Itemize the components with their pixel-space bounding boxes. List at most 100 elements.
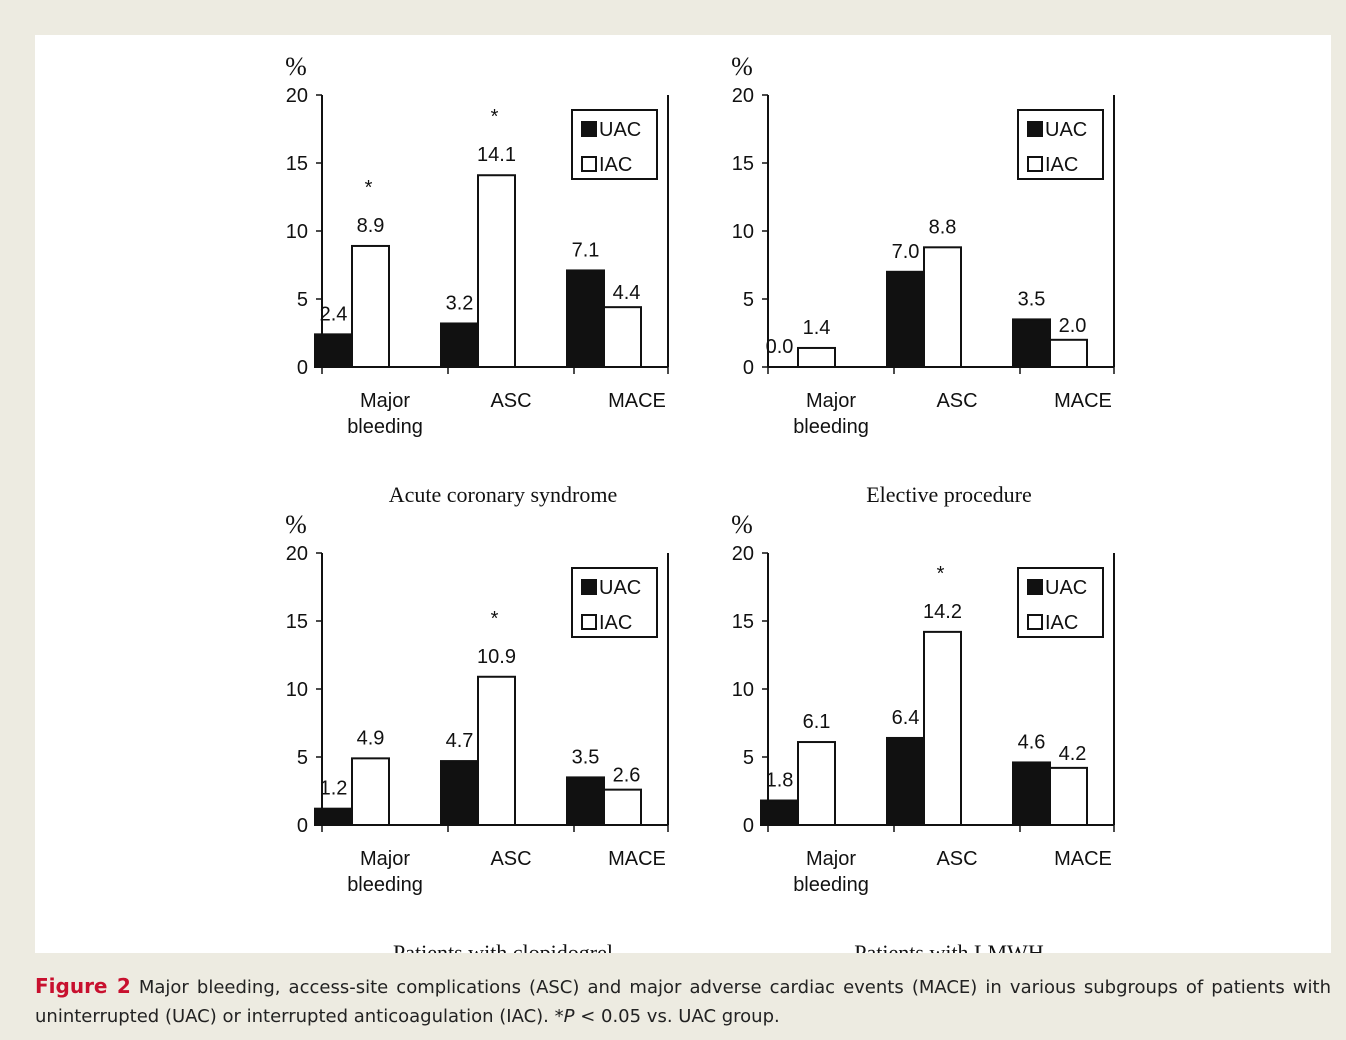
category-label-1: bleeding [793,874,869,896]
bar-iac-2 [477,174,516,368]
category-label-1: Major [806,848,856,870]
legend-swatch-uac [1027,579,1043,595]
significance-marker-1: * [365,177,373,199]
value-label-iac-2: 10.9 [477,646,516,668]
y-tick-label: 0 [743,815,754,837]
value-label-uac-3: 4.6 [1018,731,1046,753]
value-label-uac-3: 3.5 [1018,288,1046,310]
bar-iac-1 [351,244,390,369]
bar-iac-3 [603,306,642,369]
bar-uac-2 [886,736,925,827]
chart-panel-2: % 0 5 10 15 20 0.0 1.4 Major bleeding 7.0 8.8 ASC 3.5… [731,52,1115,507]
value-label-uac-3: 3.5 [572,746,600,768]
category-label-1: bleeding [793,416,869,438]
y-axis-unit-label: % [731,52,753,81]
y-tick-label: 20 [286,543,308,565]
legend-swatch-uac [1027,121,1043,137]
y-axis-unit-label: % [731,510,753,539]
value-label-uac-1: 2.4 [320,303,348,325]
y-tick-label: 20 [286,85,308,107]
panel-subtitle: Patients with LMWH [854,940,1044,953]
bar-iac-1 [797,346,836,369]
legend-label-uac: UAC [599,577,641,599]
category-label-3: MACE [1054,848,1112,870]
bar-uac-2 [440,760,479,826]
legend-label-uac: UAC [1045,577,1087,599]
y-tick-label: 10 [286,679,308,701]
value-label-iac-2: 14.1 [477,144,516,166]
panel-subtitle: Patients with clopidogrel [393,940,613,953]
y-tick-label: 0 [297,815,308,837]
y-tick-label: 0 [743,357,754,379]
value-label-uac-2: 4.7 [446,730,474,752]
legend-swatch-iac [1027,614,1043,630]
y-tick-label: 10 [286,221,308,243]
legend-swatch-iac [581,614,597,630]
y-tick-label: 5 [297,747,308,769]
panel-subtitle: Elective procedure [866,482,1032,507]
y-tick-label: 5 [297,289,308,311]
value-label-iac-2: 14.2 [923,601,962,623]
category-label-3: MACE [608,390,666,412]
value-label-uac-2: 6.4 [892,707,920,729]
chart-panel-3: % 0 5 10 15 20 1.2 4.9 Major bleeding 4.7 10.9 * ASC 3… [285,510,669,953]
y-axis-unit-label: % [285,52,307,81]
category-label-1: bleeding [347,874,423,896]
charts-canvas: % 0 5 10 15 20 2.4 8.9 * Major bleeding 3.2 14.1 * ASC… [285,52,1115,953]
caption-text-part-1: Major bleeding, access-site complication… [35,977,1331,1027]
bar-iac-1 [797,741,836,826]
bar-iac-2 [923,630,962,826]
legend-label-uac: UAC [599,119,641,141]
significance-marker-2: * [937,563,945,585]
caption-figure-label: Figure 2 [35,974,131,998]
category-label-1: Major [360,390,410,412]
category-label-1: bleeding [347,416,423,438]
significance-marker-2: * [491,608,499,630]
value-label-uac-2: 3.2 [446,292,474,314]
value-label-uac-1: 0.0 [766,336,794,358]
significance-marker-2: * [491,106,499,128]
legend-label-iac: IAC [599,612,632,634]
y-tick-label: 15 [286,153,308,175]
chart-panel-1: % 0 5 10 15 20 2.4 8.9 * Major bleeding 3.2 14.1 * ASC… [285,52,669,507]
y-tick-label: 15 [732,611,754,633]
category-label-3: MACE [608,848,666,870]
bar-uac-1 [314,333,353,368]
y-tick-label: 10 [732,679,754,701]
category-label-2: ASC [936,848,977,870]
bar-uac-3 [566,776,605,826]
category-label-2: ASC [936,390,977,412]
value-label-uac-1: 1.8 [766,770,794,792]
legend-swatch-uac [581,121,597,137]
panel-subtitle: Acute coronary syndrome [389,482,617,507]
bar-iac-1 [351,757,390,826]
chart-panel-4: % 0 5 10 15 20 1.8 6.1 Major bleeding 6.4 14.2 * ASC 4… [731,510,1115,953]
y-tick-label: 20 [732,543,754,565]
bar-uac-2 [886,270,925,368]
legend-swatch-iac [581,156,597,172]
value-label-uac-3: 7.1 [572,239,600,261]
y-axis-unit-label: % [285,510,307,539]
value-label-uac-1: 1.2 [320,778,348,800]
legend-swatch-uac [581,579,597,595]
legend-label-iac: IAC [1045,154,1078,176]
y-tick-label: 5 [743,289,754,311]
y-tick-label: 10 [732,221,754,243]
figure-caption: Figure 2 Major bleeding, access-site com… [35,972,1331,1031]
value-label-iac-2: 8.8 [929,216,957,238]
bar-uac-1 [760,799,799,827]
category-label-1: Major [806,390,856,412]
legend-label-iac: IAC [599,154,632,176]
caption-p-symbol: P [563,1006,575,1027]
bar-iac-2 [923,246,962,369]
category-label-1: Major [360,848,410,870]
y-tick-label: 15 [286,611,308,633]
value-label-uac-2: 7.0 [892,241,920,263]
bar-uac-2 [440,322,479,368]
category-label-2: ASC [490,390,531,412]
category-label-2: ASC [490,848,531,870]
category-label-3: MACE [1054,390,1112,412]
value-label-iac-3: 4.2 [1059,743,1087,765]
y-tick-label: 5 [743,747,754,769]
value-label-iac-3: 2.6 [613,765,641,787]
